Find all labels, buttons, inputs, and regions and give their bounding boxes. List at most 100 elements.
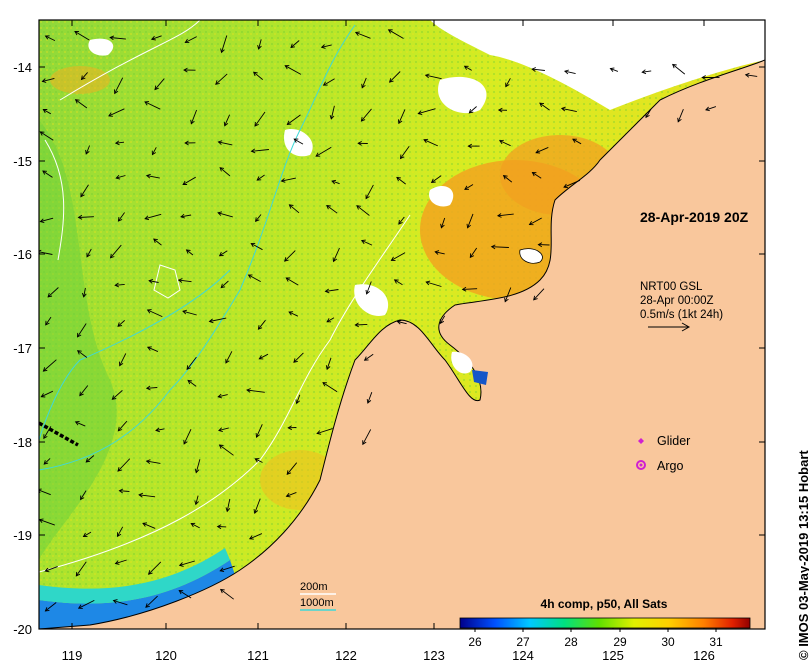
current-vector-head [47,292,53,298]
current-vector-head [466,223,471,229]
current-vector-head [461,286,467,292]
current-vector-head [117,216,123,222]
current-vector [431,175,442,183]
current-vector [45,316,52,326]
current-vector-head [254,458,260,463]
current-vector-head [225,358,230,364]
current-vector-head [324,288,330,294]
current-scale-label: 0.5m/s (1kt 24h) [640,309,723,321]
current-vector-head [287,425,293,431]
current-vector [40,131,54,141]
current-vector [83,287,86,297]
current-vector [115,141,125,144]
current-vector-head [208,318,214,324]
current-vector-head [531,172,537,177]
current-vector [398,216,405,225]
current-vector [439,315,446,324]
current-vector [610,68,619,72]
current-vector-head [119,361,124,367]
x-tick-label: 121 [247,648,269,663]
current-vector-head [109,35,115,41]
current-vector-head [76,350,82,355]
current-vector [117,420,128,432]
current-vector-head [148,278,154,284]
current-vector-head [539,102,545,108]
current-vector [45,602,57,612]
current-vector [75,99,88,109]
current-vector [469,106,477,114]
current-vector-head [498,139,504,145]
current-vector [362,429,372,445]
current-vector-head [357,141,362,146]
current-vector-head [641,69,647,75]
current-vector-head [178,562,184,567]
current-vector-head [185,249,191,254]
current-vector-head [425,280,431,286]
current-vector-head [219,588,225,594]
current-vector-head [701,75,706,80]
argo-legend-label: Argo [657,459,683,473]
current-vector-head [117,426,123,432]
current-vector-head [316,430,322,435]
current-vector-head [363,356,369,361]
current-vector [286,462,298,475]
current-vector-head [77,214,83,220]
cool-coastal-water [39,548,230,604]
current-vector-head [80,75,86,81]
current-vector [251,149,269,152]
current-vector [43,109,52,115]
current-vector [182,176,196,185]
current-vector-head [217,393,223,399]
current-vector-head [398,219,403,225]
current-vector [39,519,55,526]
current-vector [190,109,198,124]
current-vector-head [564,69,569,75]
current-vector [178,279,192,283]
current-vector-head [645,113,650,119]
current-vector [117,458,131,472]
current-vector [145,595,158,608]
current-vector [219,444,234,456]
current-vector-head [247,274,253,279]
current-vector [119,353,127,366]
current-vector-head [253,509,259,514]
current-vector [503,175,513,183]
current-vector [677,109,684,122]
current-vector-head [144,215,150,221]
x-axis-labels: 119 120 121 122 123 124 125 126 [62,648,715,663]
current-vector [249,533,263,540]
contour-200m-line [39,214,411,573]
current-vector [284,250,296,262]
current-vector-head [505,82,510,88]
current-vector [745,74,758,77]
current-vector-head [533,295,538,301]
current-vector [115,559,127,565]
current-vector-head [43,460,49,465]
current-vector-head [677,117,682,123]
current-vector [394,279,403,286]
current-vector [221,35,228,53]
current-vector [80,490,87,500]
current-vector [285,277,299,286]
current-vector-head [258,355,264,360]
current-vector-head [424,73,430,79]
current-vector [284,65,302,75]
current-vector-head [366,399,372,404]
current-vector-head [183,67,188,73]
current-vector [195,459,201,473]
current-vector [179,560,195,566]
current-vector [147,346,159,353]
current-vector-head [609,67,615,72]
current-vector-head [223,121,229,127]
current-vector-head [220,48,225,54]
current-vector [321,44,332,48]
current-vector [117,320,125,327]
current-vector [389,71,401,83]
current-vector-head [390,256,396,261]
current-vector-head [434,250,440,255]
current-vector [187,380,197,387]
current-vector [81,72,88,80]
current-vector [45,566,58,572]
current-vector [293,138,304,145]
current-vector-head [286,470,292,476]
